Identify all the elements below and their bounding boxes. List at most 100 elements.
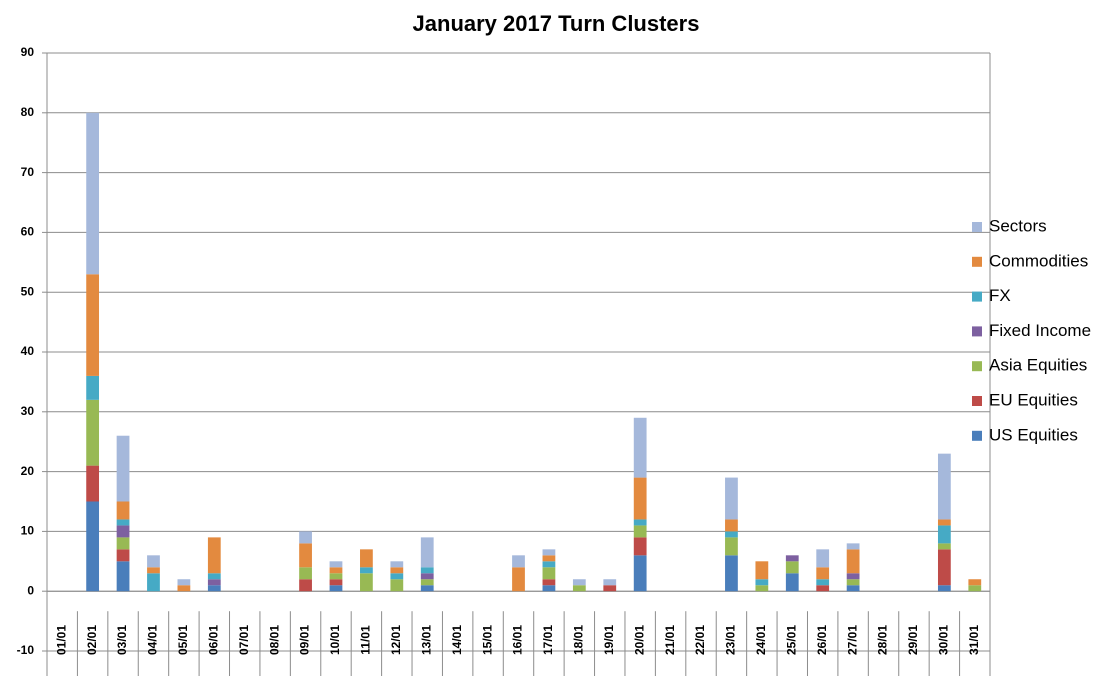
bar-segment: [116, 435, 130, 502]
bar-segment: [86, 274, 100, 376]
bar-segment: [116, 501, 130, 520]
x-tick-label: 27/01: [845, 625, 859, 655]
bar-segment: [360, 549, 373, 568]
bar-segment: [177, 579, 191, 586]
bar-segment: [299, 567, 312, 580]
bar-segment: [207, 585, 221, 592]
bar-segment: [420, 573, 434, 580]
x-tick-label: 10/01: [328, 625, 342, 655]
bar-segment: [420, 585, 434, 592]
x-tick-label: 01/01: [54, 625, 68, 655]
x-tick-label: 24/01: [754, 625, 768, 655]
bar-segment: [207, 537, 221, 574]
bar-segment: [177, 585, 191, 592]
bar-segment: [816, 549, 830, 568]
bar-segment: [147, 567, 160, 574]
x-tick-label: 09/01: [298, 625, 312, 655]
bar-segment: [116, 525, 130, 538]
x-tick-label: 23/01: [724, 625, 738, 655]
y-tick-label: 30: [21, 404, 35, 418]
bar-segment: [329, 573, 343, 580]
bar-segment: [86, 501, 100, 592]
bar-segment: [572, 585, 586, 592]
legend-label: EU Equities: [989, 390, 1078, 409]
bar-segment: [329, 579, 343, 586]
bar-segment: [86, 112, 100, 275]
bar-segment: [816, 567, 830, 580]
y-tick-label: 90: [21, 45, 35, 59]
x-tick-label: 03/01: [115, 625, 129, 655]
legend-label: Fixed Income: [989, 321, 1091, 340]
legend-swatch: [972, 256, 982, 267]
x-tick-label: 04/01: [146, 625, 160, 655]
bar-segment: [846, 573, 860, 580]
y-tick-label: 40: [21, 344, 35, 358]
x-tick-label: 15/01: [480, 625, 494, 655]
legend-swatch: [972, 291, 982, 302]
x-tick-label: 02/01: [85, 625, 99, 655]
bar-segment: [86, 465, 100, 502]
bar-segment: [390, 561, 404, 568]
bar-segment: [785, 561, 799, 574]
bar-segment: [846, 543, 860, 550]
bar-segment: [542, 561, 556, 568]
bar-segment: [299, 531, 312, 544]
y-tick-label: 0: [27, 583, 34, 597]
bar-segment: [360, 573, 373, 592]
x-tick-label: 11/01: [359, 625, 373, 655]
bar-segment: [390, 573, 404, 580]
legend-label: US Equities: [989, 425, 1078, 444]
bar-segment: [420, 537, 434, 568]
y-tick-label: 70: [21, 165, 35, 179]
bar-segment: [846, 579, 860, 586]
bar-segment: [633, 417, 647, 478]
x-tick-label: 12/01: [389, 625, 403, 655]
x-tick-label: 30/01: [937, 625, 951, 655]
bar-segment: [633, 537, 647, 556]
bar-segment: [816, 579, 830, 586]
x-tick-label: 26/01: [815, 625, 829, 655]
bar-segment: [542, 567, 556, 580]
bar-segment: [147, 555, 160, 568]
legend-label: Sectors: [989, 216, 1047, 235]
bar-segment: [420, 567, 434, 574]
bar-segment: [968, 585, 982, 592]
bar-segment: [572, 579, 586, 586]
bar-segment: [207, 573, 221, 580]
x-tick-label: 19/01: [602, 625, 616, 655]
bar-segment: [116, 561, 130, 592]
bar-segment: [329, 585, 343, 592]
bar-segment: [329, 561, 343, 568]
bar-segment: [603, 579, 617, 586]
bar-segment: [937, 525, 951, 544]
bar-segment: [542, 555, 556, 562]
bar-segment: [846, 549, 860, 574]
x-tick-label: 06/01: [206, 625, 220, 655]
bar-segment: [116, 537, 130, 550]
bar-segment: [542, 585, 556, 592]
bar-segment: [390, 567, 404, 574]
legend-label: FX: [989, 286, 1011, 305]
bar-segment: [299, 543, 312, 568]
x-tick-label: 22/01: [693, 625, 707, 655]
bar-segment: [329, 567, 343, 574]
x-tick-label: 25/01: [784, 625, 798, 655]
bar-segment: [725, 531, 738, 538]
bar-segment: [725, 519, 738, 532]
bar-segment: [816, 585, 830, 592]
bar-segment: [755, 579, 769, 586]
x-tick-label: 07/01: [237, 625, 251, 655]
bar-segment: [512, 555, 525, 568]
bar-segment: [86, 399, 100, 466]
bar-segment: [633, 477, 647, 520]
bar-segment: [116, 519, 130, 526]
x-tick-label: 14/01: [450, 625, 464, 655]
bar-segment: [390, 579, 404, 592]
bar-segment: [542, 549, 556, 556]
bar-segment: [937, 453, 951, 520]
bar-segment: [147, 573, 160, 592]
x-tick-label: 18/01: [572, 625, 586, 655]
y-tick-label: 20: [21, 464, 35, 478]
